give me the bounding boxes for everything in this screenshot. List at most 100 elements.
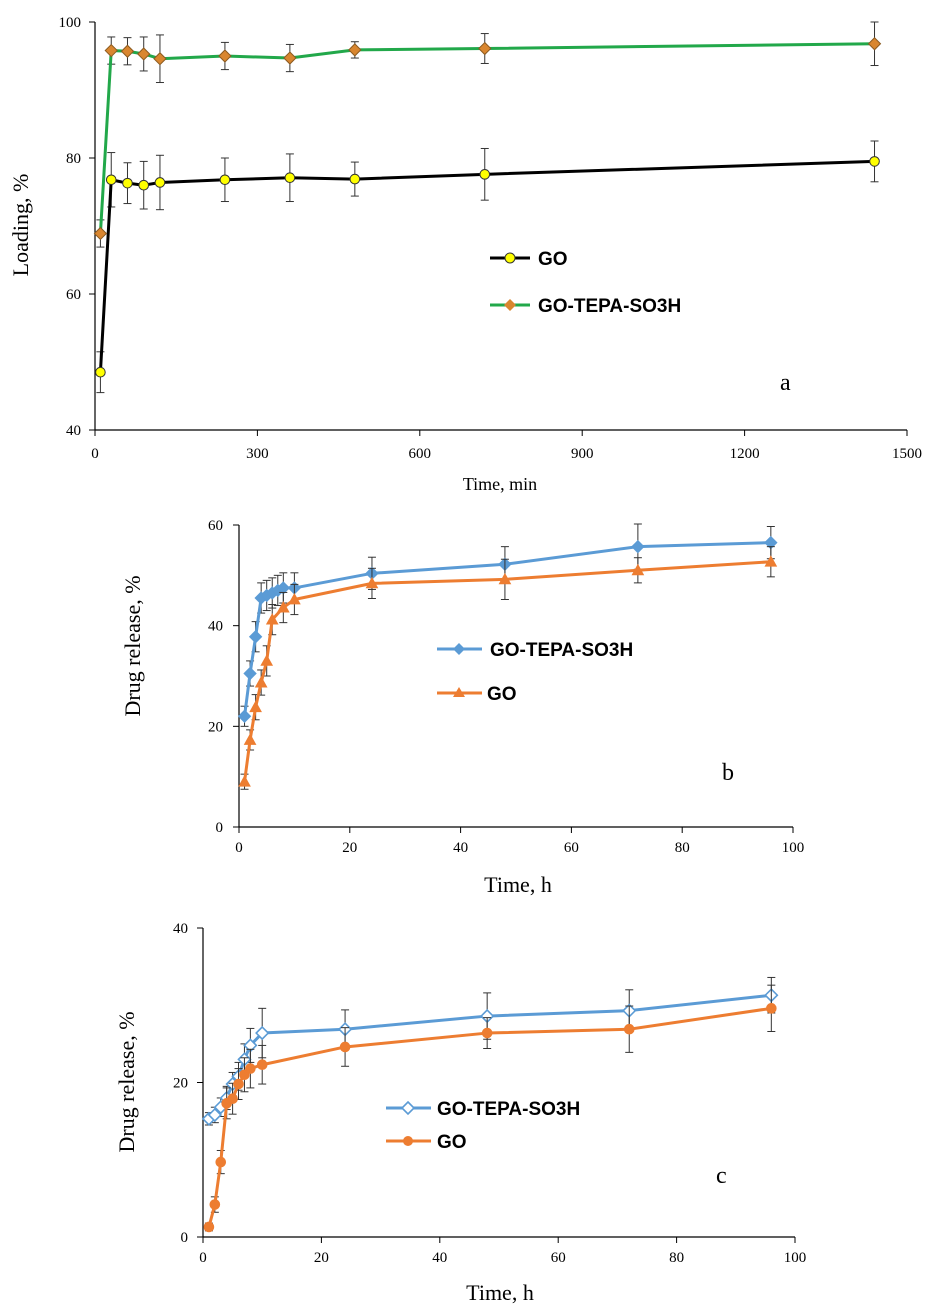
panel-b-letter: b: [722, 760, 734, 786]
panel-b-go-point: [631, 563, 645, 576]
panel-a-go-point: [105, 174, 117, 186]
panel-a-go-tepa-so3h-point: [137, 47, 151, 61]
panel-b-go-point: [498, 572, 512, 585]
panel-b-go-tepa-so3h-point: [237, 709, 252, 723]
panel-a-go-tepa-so3h-point: [283, 51, 297, 65]
panel-a-y-tick-label: 100: [59, 15, 82, 31]
panel-a-y-axis-title: Loading, %: [8, 174, 33, 277]
panel-b-y-tick-label: 40: [208, 619, 223, 635]
panel-b-go-point: [288, 592, 301, 605]
panel-a-plot: 40 60 80 100 0 300 600 900 1200 1500: [59, 15, 923, 462]
panel-b-go-point: [238, 775, 251, 787]
panel-a-go-tepa-so3h-line: [98, 42, 875, 234]
panel-c-legend: GO-TEPA-SO3H GO: [386, 1099, 580, 1153]
panel-c-x-tick-label: 20: [314, 1250, 329, 1266]
panel-a-legend-label-go-tepa-so3h: GO-TEPA-SO3H: [538, 296, 681, 317]
panel-b-go-tepa-so3h-point: [631, 539, 645, 554]
panel-b-x-tick-label: 0: [235, 840, 243, 856]
panel-b-y-tick-label: 20: [208, 719, 223, 735]
panel-c-go-point: [339, 1041, 351, 1053]
panel-a-go-tepa-so3h-point: [218, 49, 232, 63]
panel-b-legend-label-go: GO: [487, 684, 517, 705]
panel-b-legend-label-go-tepa-so3h: GO-TEPA-SO3H: [490, 640, 633, 661]
panel-c-x-tick-label: 100: [784, 1250, 807, 1266]
panel-c-go-point: [623, 1023, 635, 1035]
panel-a: 40 60 80 100 0 300 600 900 1200 1500 Time, min Lo…: [8, 15, 922, 494]
panel-b-x-tick-label: 40: [453, 840, 468, 856]
panel-c-plot: 0 20 40 0 20 40 60 80 100: [173, 921, 806, 1266]
panel-b-x-tick-label: 60: [564, 840, 579, 856]
panel-a-go-point: [284, 172, 296, 184]
panel-a-x-tick-label: 300: [246, 446, 269, 462]
panel-a-go-line: [98, 159, 875, 373]
panel-c-go-tepa-so3h-point: [207, 1107, 222, 1123]
panel-c-y-axis-title: Drug release, %: [114, 1011, 139, 1152]
panel-a-go-point: [154, 177, 166, 188]
panel-b-go-point: [365, 576, 379, 589]
panel-a-legend-marker-go-tepa-so3h: [504, 299, 516, 311]
panel-a-go-tepa-so3h-point: [120, 44, 135, 58]
panel-c-go-tepa-so3h-point: [255, 1025, 270, 1041]
panel-a-x-tick-label: 1200: [730, 446, 760, 462]
panel-c-x-tick-label: 80: [669, 1250, 684, 1266]
panel-a-x-axis-title: Time, min: [463, 474, 537, 494]
panel-b-legend-marker-go: [453, 687, 465, 697]
panel-b-go-point: [260, 654, 274, 666]
panel-a-x-tick-label: 600: [409, 446, 432, 462]
panel-a-legend: GO GO-TEPA-SO3H: [490, 249, 681, 317]
panel-b-x-tick-label: 100: [782, 840, 805, 856]
panel-b-go-point: [265, 613, 279, 625]
panel-c-y-tick-label: 0: [181, 1230, 189, 1246]
panel-c-y-tick-label: 40: [173, 921, 188, 937]
panel-c-go-point: [481, 1027, 493, 1039]
panel-a-x-tick-label: 900: [571, 446, 594, 462]
panel-b-go-point: [249, 700, 262, 713]
panel-c-go-point: [233, 1078, 244, 1090]
panel-a-legend-marker-go: [504, 252, 516, 264]
panel-c-go-point: [203, 1221, 215, 1233]
panel-a-go-tepa-so3h-point: [478, 41, 492, 56]
panel-c-go-point: [209, 1199, 221, 1210]
panel-c-go-point: [227, 1093, 238, 1105]
panel-a-go-point: [219, 174, 231, 186]
panel-a-y-tick-label: 40: [66, 423, 81, 439]
panel-a-go-tepa-so3h-point: [348, 43, 362, 57]
panel-c-x-tick-label: 0: [199, 1250, 207, 1266]
panel-a-go-point: [479, 169, 491, 180]
panel-a-go-point: [349, 173, 361, 185]
panel-b-go-point: [254, 676, 268, 688]
panel-c-legend-label-go-tepa-so3h: GO-TEPA-SO3H: [437, 1099, 580, 1120]
panel-a-go-point: [95, 366, 106, 378]
panel-c-x-axis-title: Time, h: [466, 1280, 534, 1305]
panel-a-x-tick-label: 0: [91, 446, 99, 462]
panel-b-go-tepa-so3h-point: [243, 666, 257, 681]
panel-c-y-tick-label: 20: [173, 1076, 188, 1092]
panel-b-go-tepa-so3h-point: [248, 630, 263, 644]
panel-b-x-axis-title: Time, h: [484, 872, 552, 897]
panel-c-legend-marker-go-tepa-so3h: [400, 1100, 416, 1116]
panel-b-x-tick-label: 80: [675, 840, 690, 856]
panel-a-go-point: [138, 179, 150, 191]
panel-b-x-tick-label: 20: [342, 840, 357, 856]
panel-c-x-tick-label: 60: [551, 1250, 566, 1266]
panel-a-go-tepa-so3h-point: [104, 43, 118, 58]
panel-c-legend-marker-go: [403, 1136, 413, 1146]
panel-b-go-point: [764, 555, 778, 567]
panel-c-go-point: [766, 1003, 777, 1014]
panel-c-letter: c: [716, 1163, 727, 1189]
panel-c-go-point: [215, 1156, 227, 1168]
panel-a-go-point: [122, 177, 133, 189]
panel-a-go-tepa-so3h-point: [867, 37, 882, 51]
panel-a-legend-label-go: GO: [538, 249, 568, 270]
panel-c: 0 20 40 0 20 40 60 80 100 Time, h Drug release, …: [114, 921, 806, 1305]
panel-b-legend-marker-go-tepa-so3h: [453, 643, 465, 655]
panel-b-y-axis-title: Drug release, %: [120, 575, 145, 716]
panel-a-letter: a: [780, 370, 791, 396]
panel-a-x-tick-label: 1500: [892, 446, 922, 462]
panel-b-y-tick-label: 0: [216, 820, 224, 836]
panel-b-go-line: [243, 560, 771, 782]
panel-b-y-tick-label: 60: [208, 518, 223, 534]
panel-b-legend: GO-TEPA-SO3H GO: [437, 640, 633, 705]
panel-b-go-point: [276, 601, 290, 613]
